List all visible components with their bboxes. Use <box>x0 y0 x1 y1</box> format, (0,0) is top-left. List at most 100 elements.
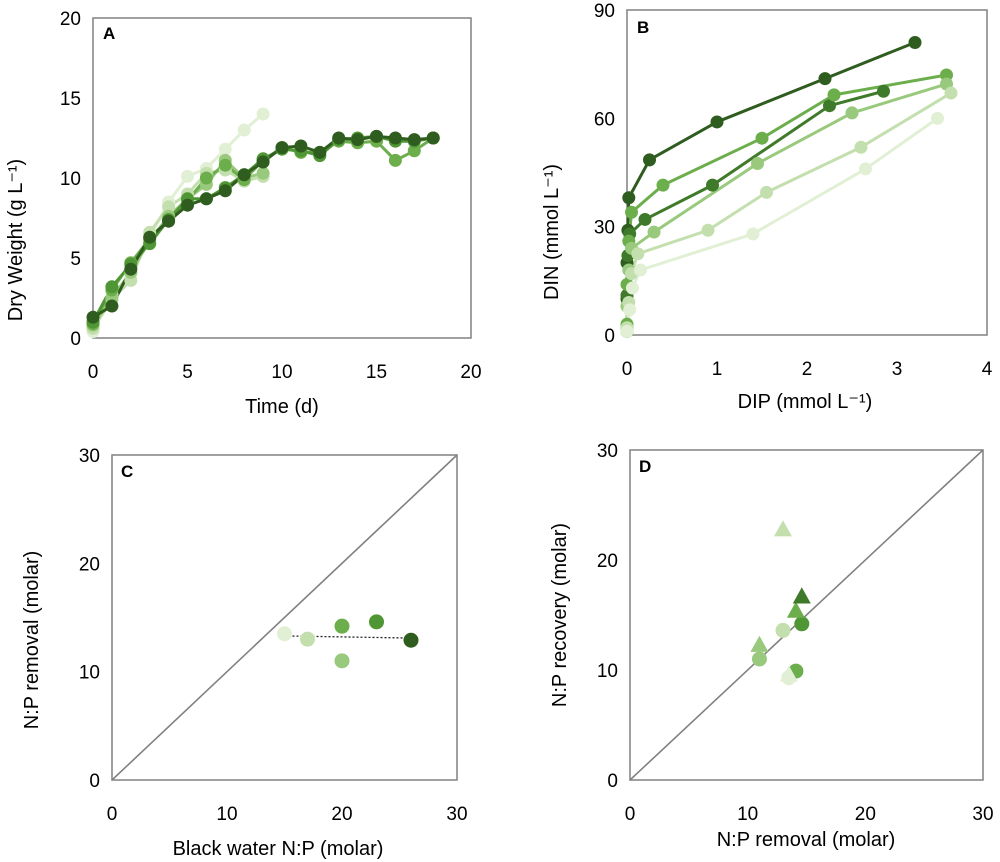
panel-b-series-5-point <box>701 223 715 237</box>
panel-d-triangle-point <box>750 635 769 652</box>
panel-a-series-4-point <box>388 153 402 167</box>
panel-c-x-tick: 30 <box>446 804 467 825</box>
panel-c-circle-point <box>403 632 419 648</box>
panel-b-frame <box>626 9 988 336</box>
panel-d-triangle-point <box>792 587 811 604</box>
panel-b-series-1-point <box>908 36 922 49</box>
panel-c-y-tick: 10 <box>79 663 100 684</box>
panel-a-y-tick: 15 <box>60 89 81 110</box>
panel-d: D 0 10 20 30 0 10 20 30 N:P removal (molar) N:P… <box>549 441 994 851</box>
panel-b: B 0 1 2 3 4 0 30 60 90 DIP (mmol L⁻¹) DIN (mmol … <box>541 1 993 413</box>
panel-b-x-tick: 4 <box>982 359 993 380</box>
panel-a-series-6-point <box>407 133 421 147</box>
panel-b-series-6-point <box>746 227 760 241</box>
panel-d-y-title: N:P recovery (molar) <box>549 523 571 707</box>
panel-a-y-tick: 10 <box>60 169 81 190</box>
panel-c-label: C <box>121 462 133 481</box>
panel-b-series-2-point <box>823 99 836 113</box>
panel-d-axes: 0 10 20 30 0 10 20 30 <box>597 441 994 825</box>
panel-d-triangle-point <box>786 601 805 618</box>
panel-a: A 0 5 10 15 20 0 5 10 15 20 Time (d) Dry Weight (… <box>5 9 482 418</box>
panel-a-series-1-point <box>256 107 270 121</box>
panel-b-series-6-point <box>620 324 634 338</box>
panel-a-y-tick: 0 <box>70 329 81 350</box>
panel-c-data <box>111 454 458 781</box>
panel-c-circle-point <box>334 618 350 634</box>
panel-b-series-1-point <box>710 115 724 129</box>
panel-a-axes: 0 5 10 15 20 0 5 10 15 20 <box>60 9 482 383</box>
panel-c-y-tick: 0 <box>89 771 100 792</box>
panel-a-series-6-point <box>256 155 270 169</box>
panel-c-frame <box>111 454 458 781</box>
panel-b-series-1-point <box>818 72 832 86</box>
panel-b-series-5-point <box>760 185 773 199</box>
panel-c-circle-point <box>300 631 315 647</box>
panel-b-axes: 0 1 2 3 4 0 30 60 90 <box>594 1 993 380</box>
panel-a-series-6-point <box>351 133 365 147</box>
panel-a-series-6-point <box>218 184 232 198</box>
panel-a-series-5-point <box>105 280 119 294</box>
panel-d-x-title: N:P removal (molar) <box>717 829 896 851</box>
panel-b-series-1-point <box>643 153 656 167</box>
panel-c: C 0 10 20 30 0 10 20 30 Black water N:P (molar)… <box>21 446 468 860</box>
panel-b-series-5-line <box>625 91 952 328</box>
panel-b-series-6-point <box>859 162 872 176</box>
panel-a-series-3-point <box>256 166 270 180</box>
panel-c-identity-line <box>111 454 458 781</box>
panel-a-series-6-point <box>275 141 289 155</box>
panel-c-circle-point <box>334 653 350 669</box>
panel-b-series-5-point <box>631 247 645 261</box>
panel-a-frame <box>92 17 472 339</box>
panel-a-series-6-point <box>143 230 157 244</box>
panel-a-series-3-line <box>91 158 264 327</box>
panel-b-y-tick: 60 <box>594 109 615 130</box>
panel-a-x-tick: 5 <box>182 362 193 383</box>
panel-a-series-1-line <box>91 112 265 333</box>
panel-b-series-6-point <box>931 111 944 125</box>
panel-a-x-tick: 0 <box>88 362 99 383</box>
panel-b-series-5-point <box>854 140 868 154</box>
panel-b-series-2-point <box>638 212 652 226</box>
panel-b-series-3-line <box>625 73 947 325</box>
panel-a-series-2-point <box>162 200 176 214</box>
panel-a-series-4-point <box>407 144 421 158</box>
panel-d-x-tick: 30 <box>972 804 993 825</box>
panel-b-series-4-point <box>845 106 859 120</box>
panel-a-x-tick: 20 <box>460 362 481 383</box>
panel-b-label: B <box>637 18 649 37</box>
panel-a-series-1-point <box>181 169 194 183</box>
panel-c-y-tick: 30 <box>79 446 100 467</box>
panel-c-axes: 0 10 20 30 0 10 20 30 <box>79 446 468 825</box>
panel-a-series-6-point <box>426 131 440 145</box>
panel-b-series-6-point <box>634 263 647 277</box>
panel-c-circle-point <box>369 614 384 630</box>
panel-d-triangle-point <box>773 520 792 537</box>
panel-b-series-1-point <box>622 191 636 205</box>
panel-c-y-title: N:P removal (molar) <box>21 551 43 730</box>
panel-b-data <box>620 36 958 338</box>
panel-b-y-tick: 30 <box>594 218 615 239</box>
panel-c-x-tick: 0 <box>107 804 118 825</box>
panel-b-series-4-point <box>647 225 661 239</box>
panel-b-series-3-point <box>656 178 670 192</box>
panel-a-series-6-point <box>162 214 176 228</box>
panel-a-series-6-point <box>86 310 100 324</box>
panel-b-y-title: DIN (mmol L⁻¹) <box>541 164 563 300</box>
panel-c-y-tick: 20 <box>79 554 100 575</box>
panel-d-label: D <box>639 457 651 476</box>
panel-d-identity-line <box>629 449 984 781</box>
panel-c-x-tick: 10 <box>216 804 237 825</box>
panel-b-series-4-point <box>751 156 764 170</box>
panel-b-series-1-line <box>625 41 916 332</box>
panel-a-series-1-point <box>237 123 251 137</box>
panel-a-series-6-point <box>313 145 327 159</box>
panel-b-y-tick: 90 <box>594 1 615 22</box>
panel-d-data <box>629 449 984 781</box>
panel-b-series-3-point <box>827 88 841 102</box>
panel-c-circle-point <box>277 626 292 642</box>
panel-d-y-tick: 0 <box>607 771 618 792</box>
panel-d-x-tick: 10 <box>737 804 758 825</box>
panel-d-circle-point <box>775 622 791 638</box>
panel-a-y-tick: 20 <box>60 9 81 30</box>
